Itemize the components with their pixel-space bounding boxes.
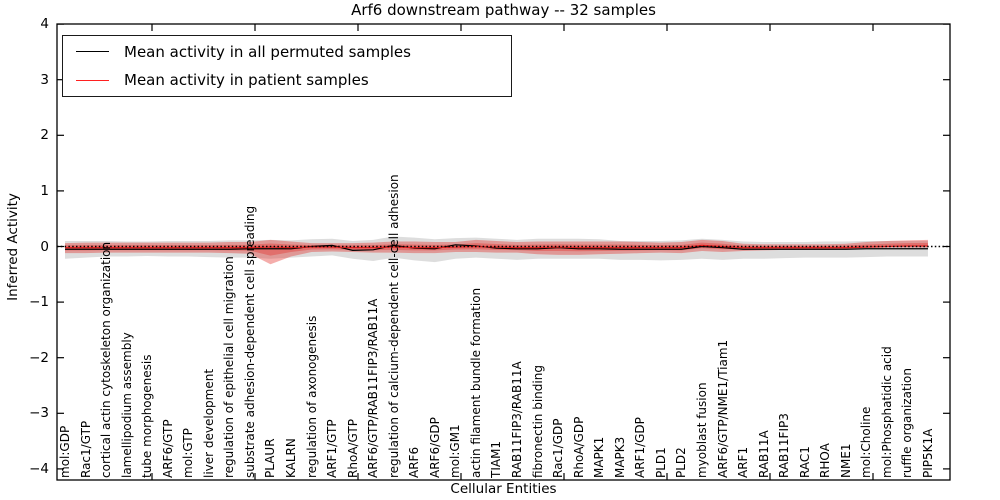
permuted-line-sample-icon — [76, 51, 109, 53]
y-tick-label: 3 — [40, 71, 49, 88]
y-tick-label: 2 — [40, 127, 49, 144]
x-tick-label: ARF1/GDP — [633, 417, 648, 478]
x-tick-label: RAB11FIP3/RAB11A — [510, 361, 525, 478]
x-tick-label: KALRN — [284, 438, 299, 478]
x-tick-label: fibronectin binding — [530, 365, 545, 478]
x-tick-label: Rac1/GDP — [551, 418, 566, 478]
x-tick-label: PIP5K1A — [920, 428, 935, 478]
x-tick-label: PLD1 — [653, 447, 668, 478]
x-tick-label: ruffle organization — [900, 368, 915, 478]
x-tick-label: RhoA/GDP — [571, 416, 586, 478]
y-tick-label: 4 — [40, 16, 49, 33]
x-tick-label: ARF6/GTP/RAB11FIP3/RAB11A — [366, 298, 381, 478]
permuted-range-band — [65, 236, 928, 263]
x-tick-label: regulation of calcium-dependent cell-cel… — [386, 174, 401, 478]
x-tick-label: lamellipodium assembly — [119, 332, 134, 478]
y-tick-label: 0 — [40, 238, 49, 255]
patient-mean-line — [65, 244, 928, 249]
x-tick-label: cortical actin cytoskeleton organization — [99, 241, 114, 478]
x-tick-label: mol:Phosphatidic acid — [879, 346, 894, 478]
x-tick-label: Rac1/GTP — [78, 420, 93, 478]
x-tick-label: RHOA — [818, 443, 833, 478]
x-tick-label: NME1 — [838, 443, 853, 478]
y-tick-label: −3 — [29, 405, 49, 422]
x-tick-label: myoblast fusion — [694, 382, 709, 478]
legend-item-patient: Mean activity in patient samples — [63, 67, 511, 93]
x-tick-label: RhoA/GTP — [345, 419, 360, 478]
x-tick-label: substrate adhesion-dependent cell spread… — [242, 205, 257, 478]
y-tick-label: −1 — [29, 294, 49, 311]
x-tick-label: RAC1 — [797, 446, 812, 478]
x-axis-title: Cellular Entities — [450, 481, 557, 497]
x-tick-label: regulation of epithelial cell migration — [222, 256, 237, 478]
x-tick-label: MAPK3 — [612, 436, 627, 478]
x-tick-label: ARF1/GTP — [325, 419, 340, 478]
x-tick-label: mol:GM1 — [448, 424, 463, 478]
x-tick-label: ARF1 — [736, 446, 751, 478]
x-tick-label: tube morphogenesis — [140, 354, 155, 478]
chart-title: Arf6 downstream pathway -- 32 samples — [351, 1, 656, 19]
x-tick-label: mol:GDP — [58, 425, 72, 478]
x-tick-label: regulation of axonogenesis — [304, 315, 319, 478]
x-tick-label: mol:GTP — [181, 428, 196, 478]
x-tick-label: PLD2 — [674, 447, 689, 478]
x-tick-label: RAB11FIP3 — [777, 413, 792, 478]
legend: Mean activity in all permuted samples Me… — [62, 35, 512, 97]
permuted-mean-line — [65, 244, 928, 251]
y-tick-label: −4 — [29, 460, 49, 477]
legend-label-permuted: Mean activity in all permuted samples — [124, 42, 411, 61]
y-tick-label: 1 — [40, 182, 49, 199]
x-tick-label: ARF6/GDP — [427, 417, 442, 478]
plot-frame — [56, 23, 951, 481]
y-axis-title: Inferred Activity — [5, 193, 21, 301]
x-tick-label: actin filament bundle formation — [468, 287, 483, 478]
y-tick-label: −2 — [29, 349, 49, 366]
x-tick-label: PLAUR — [263, 438, 278, 478]
x-tick-label: liver development — [201, 368, 216, 478]
x-tick-label: ARF6/GTP — [160, 419, 175, 478]
legend-item-permuted: Mean activity in all permuted samples — [63, 39, 511, 65]
x-tick-label: TIAM1 — [489, 440, 504, 478]
patient-line-sample-icon — [76, 79, 109, 81]
x-tick-label: mol:Choline — [859, 406, 874, 478]
legend-label-patient: Mean activity in patient samples — [124, 71, 369, 90]
x-tick-label: RAB11A — [756, 430, 771, 478]
x-tick-label: MAPK1 — [592, 436, 607, 478]
x-tick-label: ARF6/GTP/NME1/Tiam1 — [715, 339, 730, 478]
x-tick-label: ARF6 — [407, 446, 422, 478]
